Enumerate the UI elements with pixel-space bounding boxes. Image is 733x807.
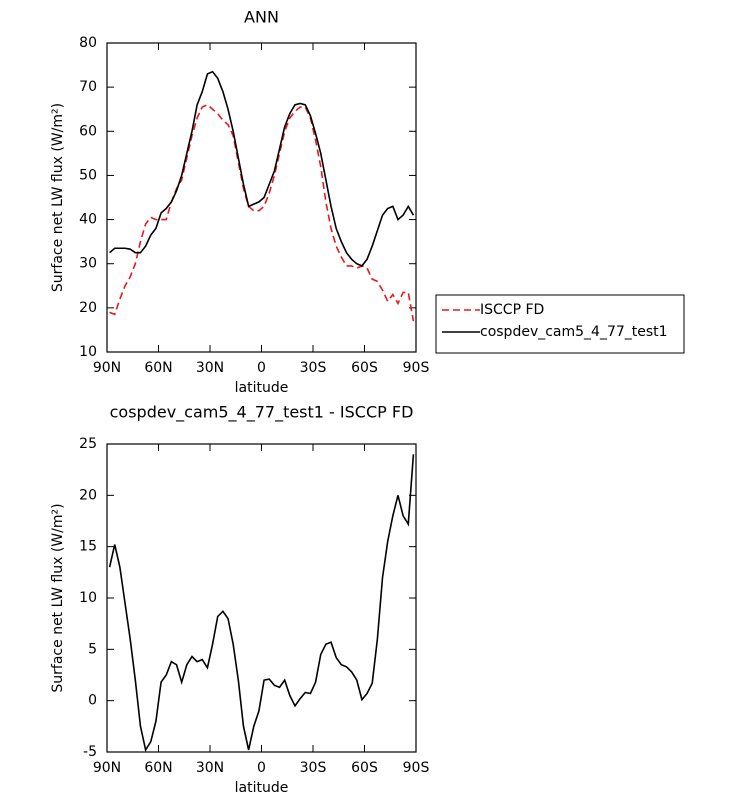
y-tick-label: 70 — [79, 79, 97, 95]
legend-label: cospdev_cam5_4_77_test1 — [480, 324, 668, 340]
data-line — [109, 103, 415, 322]
y-tick-label: -5 — [83, 744, 97, 760]
x-tick-label: 0 — [257, 760, 266, 776]
plot-frame — [106, 42, 417, 353]
y-tick-label: 60 — [79, 123, 97, 139]
legend-box — [435, 294, 685, 354]
y-tick-label: 80 — [79, 35, 97, 51]
x-tick-label: 90S — [403, 360, 430, 376]
x-axis-label: latitude — [235, 780, 289, 796]
x-tick-label: 90N — [93, 760, 121, 776]
y-tick-label: 0 — [88, 693, 97, 709]
x-tick-label: 60N — [144, 360, 172, 376]
x-tick-label: 90N — [93, 360, 121, 376]
y-tick-label: 5 — [88, 641, 97, 657]
y-tick-label: 30 — [79, 256, 97, 272]
data-line — [108, 454, 415, 753]
data-line — [109, 70, 415, 267]
x-tick-label: 90S — [403, 760, 430, 776]
x-tick-label: 0 — [257, 360, 266, 376]
y-tick-label: 25 — [79, 436, 97, 452]
x-tick-label: 30S — [300, 360, 327, 376]
chart-title: cospdev_cam5_4_77_test1 - ISCCP FD — [110, 403, 414, 423]
x-axis-label: latitude — [235, 380, 289, 396]
x-tick-label: 60N — [144, 760, 172, 776]
x-tick-label: 30S — [300, 760, 327, 776]
legend-label: ISCCP FD — [480, 302, 544, 318]
plot-frame — [106, 443, 417, 753]
y-tick-label: 40 — [79, 212, 97, 228]
y-tick-label: 20 — [79, 487, 97, 503]
x-tick-label: 60S — [351, 360, 378, 376]
y-axis-label: Surface net LW flux (W/m²) — [50, 503, 66, 692]
y-axis-label: Surface net LW flux (W/m²) — [50, 103, 66, 292]
y-tick-label: 10 — [79, 590, 97, 606]
y-tick-label: 15 — [79, 539, 97, 555]
y-tick-label: 10 — [79, 344, 97, 360]
y-tick-label: 20 — [79, 300, 97, 316]
x-tick-label: 60S — [351, 760, 378, 776]
x-tick-label: 30N — [196, 360, 224, 376]
x-tick-label: 30N — [196, 760, 224, 776]
chart-title: ANN — [244, 8, 279, 27]
y-tick-label: 50 — [79, 167, 97, 183]
